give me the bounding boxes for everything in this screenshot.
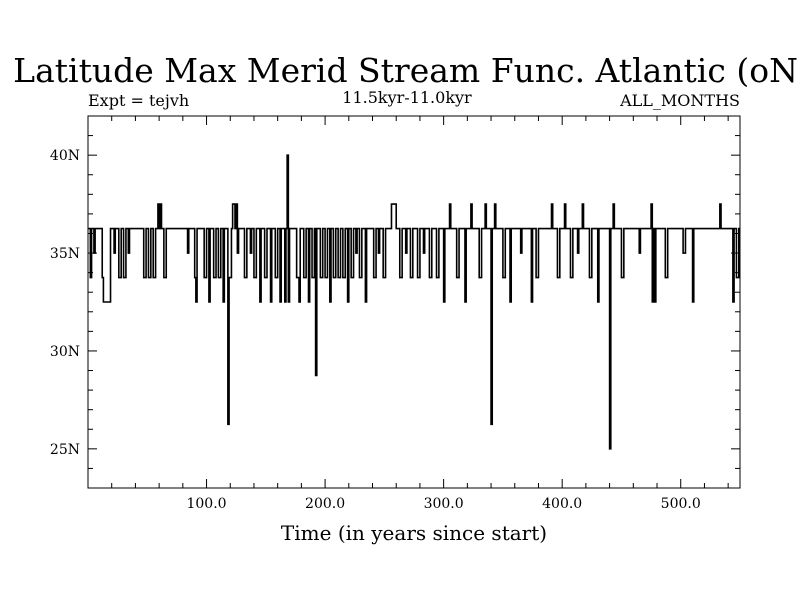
y-tick-label: 25N <box>50 442 80 458</box>
time-period-label: 11.5kyr-11.0kyr <box>342 88 472 107</box>
experiment-label: Expt = tejvh <box>88 91 189 110</box>
y-tick-label: 40N <box>50 148 80 164</box>
x-tick-label: 400.0 <box>542 496 582 512</box>
x-axis-label: Time (in years since start) <box>281 521 547 545</box>
y-tick-label: 35N <box>50 246 80 262</box>
chart-title: Latitude Max Merid Stream Func. Atlantic… <box>13 51 800 90</box>
x-tick-label: 300.0 <box>424 496 464 512</box>
x-tick-label: 100.0 <box>186 496 226 512</box>
axis-layer: 100.0 200.0 300.0 400.0 500.0 25N 30N 35N 40N <box>50 115 740 512</box>
y-tick-label: 30N <box>50 344 80 360</box>
plot-frame <box>87 115 741 489</box>
months-label: ALL_MONTHS <box>619 91 740 110</box>
x-tick-label: 200.0 <box>305 496 345 512</box>
series-line-latitude <box>88 154 740 450</box>
x-tick-label: 500.0 <box>661 496 701 512</box>
